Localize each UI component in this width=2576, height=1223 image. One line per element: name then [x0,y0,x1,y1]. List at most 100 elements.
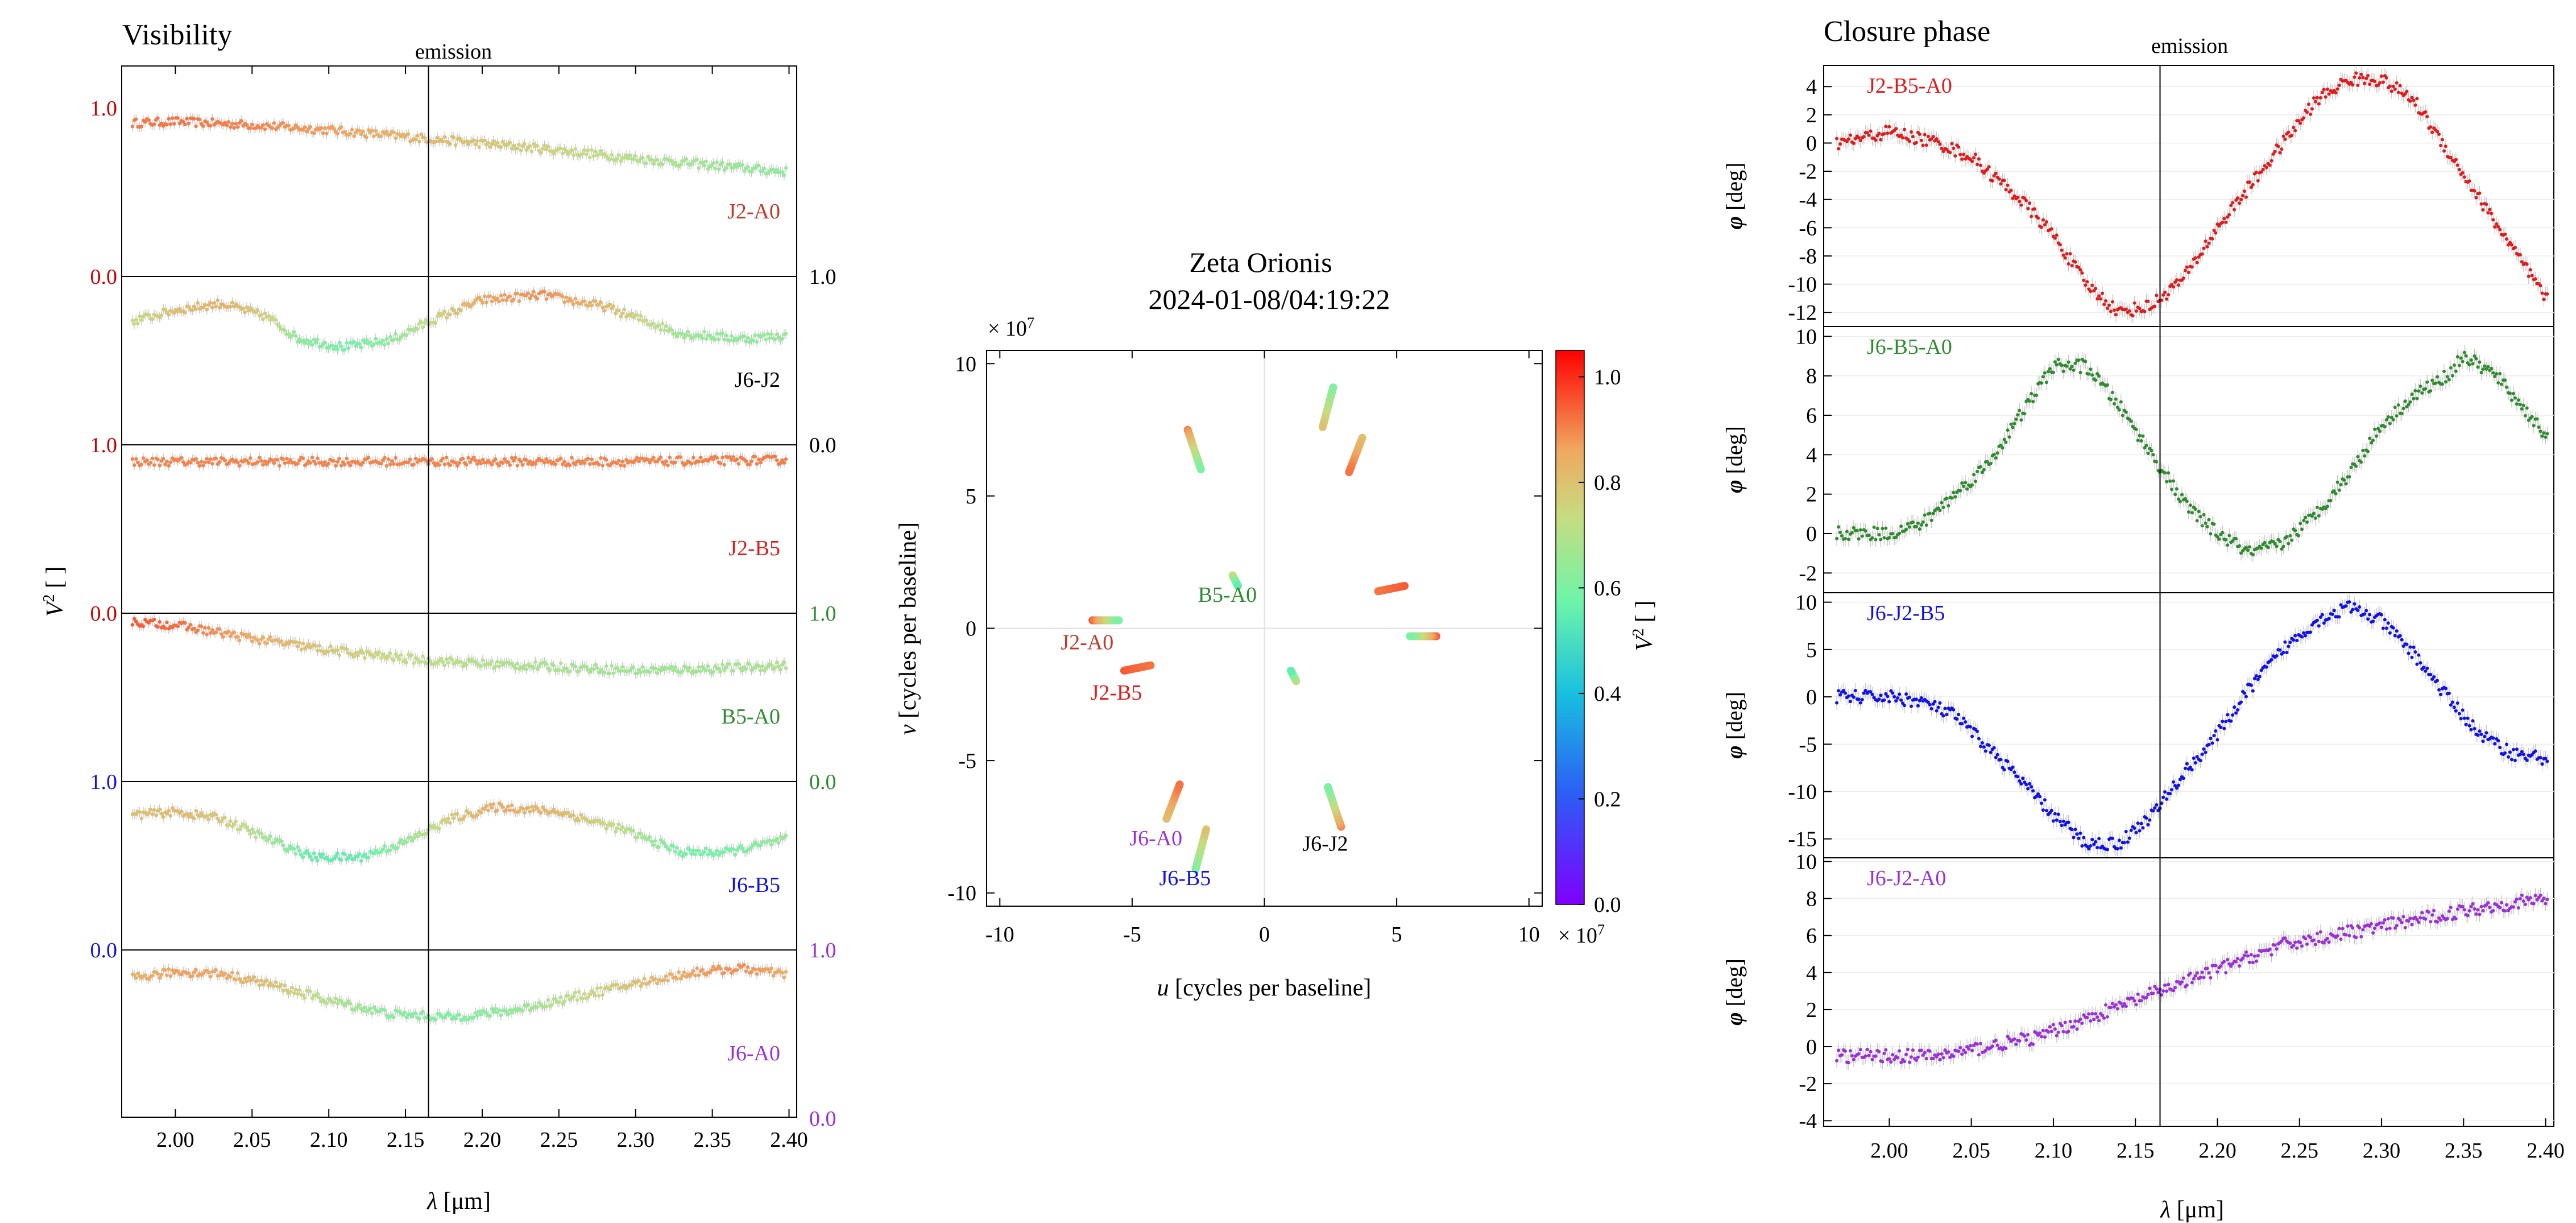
vis-point [229,125,233,129]
vis-point [206,970,211,974]
vis-point [582,991,586,996]
vis-point [590,303,594,308]
uv-xlabel: u [cycles per baseline] [1157,975,1372,1001]
vis-point [619,463,623,468]
vis-point [310,858,314,862]
vis-point [348,131,353,136]
vis-point [503,292,507,297]
vis-point [319,126,324,130]
vis-point [412,661,416,666]
vis-point [267,837,271,841]
vis-point [216,816,220,821]
vis-point [704,668,708,672]
vis-point [515,291,519,296]
vis-point [410,653,414,657]
vis-point [388,462,392,466]
vis-point [235,460,240,465]
vis-point [201,464,205,468]
vis-point [662,978,666,982]
vis-band-b5-a0: B5-A0 1.0 0.0 [122,602,836,794]
vis-point [479,298,483,302]
vis-point [288,990,292,994]
vis-point [397,657,401,662]
vis-point [746,336,750,340]
vis-point [510,147,514,151]
vis-point [517,809,521,813]
vis-point [528,809,532,814]
vis-point [651,162,656,166]
vis-point [639,670,643,675]
vis-point [720,663,724,667]
vis-point [784,970,788,974]
vis-point [484,1011,488,1015]
vis-point [446,661,450,665]
vis-baseline-label: J6-B5 [728,873,780,897]
vis-point [176,309,180,313]
vis-point [722,337,726,342]
vis-point [620,460,625,464]
vis-point [152,122,156,126]
vis-point [217,973,222,977]
vis-point [523,142,527,146]
vis-point [717,667,721,671]
vis-point [775,837,779,841]
vis-point [326,650,330,654]
vis-point [515,662,519,666]
vis-point [686,668,690,673]
vis-point [608,987,612,991]
vis-point [314,644,318,648]
visibility-title: Visibility [122,19,232,51]
vis-point [664,324,668,328]
vis-point [744,340,748,344]
vis-point [749,459,753,464]
vis-point [199,811,204,815]
vis-point [784,833,788,838]
vis-point [229,305,233,309]
vis-point [744,667,748,671]
vis-point [573,296,578,301]
vis-point [212,301,216,305]
vis-tick-label: 0.0 [90,602,118,626]
vis-point [292,330,296,334]
vis-point [775,458,779,462]
vis-point [229,819,233,823]
vis-point [504,808,508,812]
vis-point [461,664,465,668]
vis-point [506,804,510,808]
vis-point [235,971,240,975]
vis-point [597,994,601,998]
vis-point [755,462,759,466]
vis-point [675,977,679,981]
vis-point [394,456,397,460]
vis-point [635,671,639,675]
vis-point [748,340,752,344]
vis-point [208,300,213,305]
vis-point [553,462,557,466]
vis-point [421,1010,425,1014]
vis-point [439,656,443,661]
vis-point [466,301,470,306]
vis-point [678,977,683,981]
vis-point [684,974,688,979]
vis-point [290,985,295,990]
vis-point [529,293,534,298]
vis-point [769,663,773,667]
vis-point [337,341,342,345]
vis-point [624,458,628,462]
vis-point [165,973,169,977]
vis-point [134,117,138,121]
vis-point [139,816,144,821]
vis-point [372,134,376,138]
vis-point [346,346,350,350]
vis-point [386,654,391,658]
vis-point [150,973,155,978]
vis-point [130,125,135,129]
vis-point [622,307,627,312]
vis-point [139,462,144,466]
vis-x-tick-label: 2.35 [693,1128,731,1152]
vis-point [466,456,470,460]
vis-point [158,464,161,468]
vis-point [649,158,654,162]
vis-point [408,835,412,840]
